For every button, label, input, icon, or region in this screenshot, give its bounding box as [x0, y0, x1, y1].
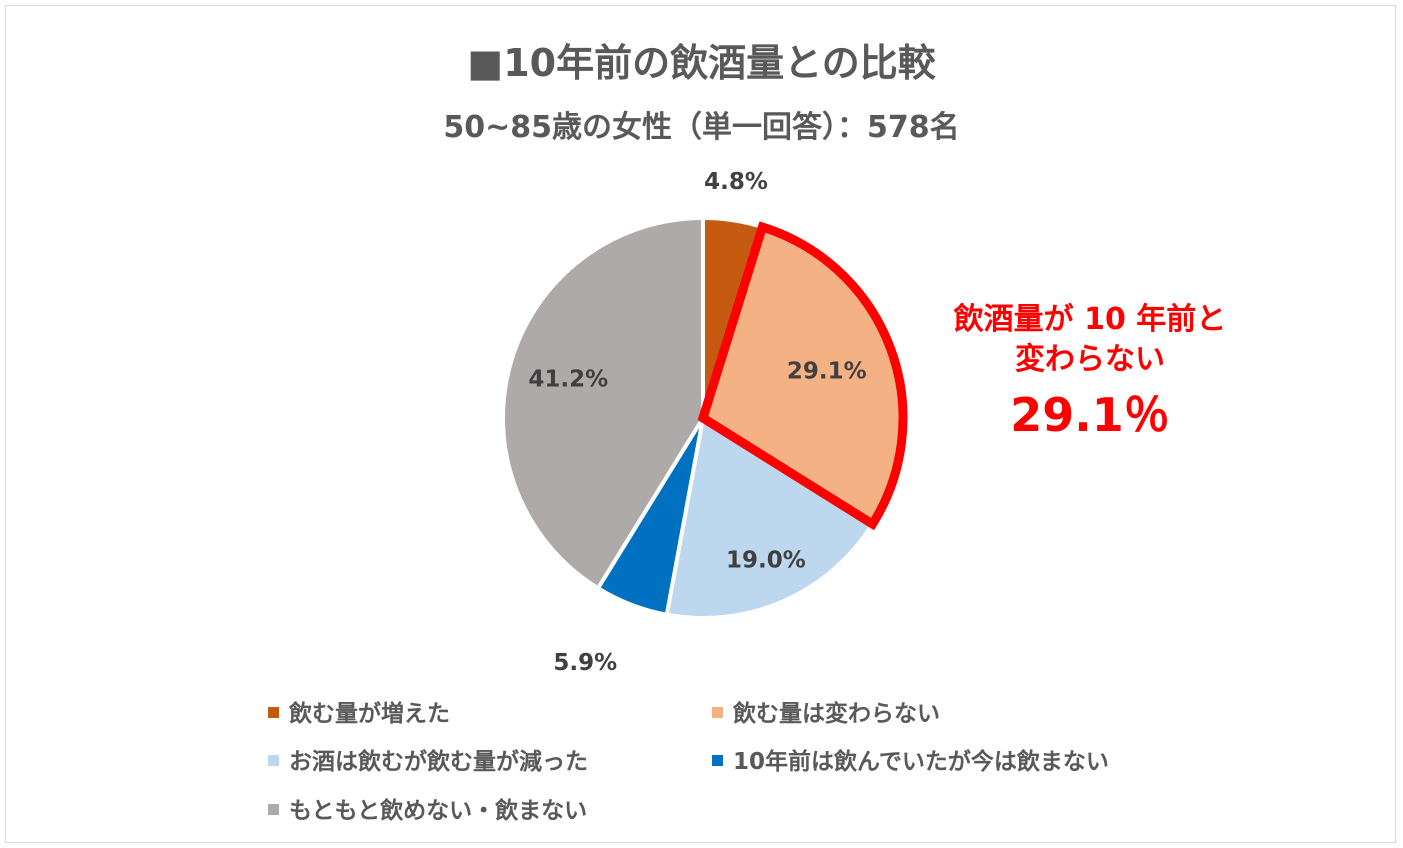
pie-slice-5: [501, 215, 705, 591]
callout-line-2: 変わらない: [1015, 342, 1165, 377]
legend-item-5: もともと飲めない・飲まない: [268, 791, 587, 825]
legend-label: 飲む量は変わらない: [733, 701, 940, 727]
highlight-outline: [697, 221, 908, 531]
pie-slice-labels: 4.8% 29.1% 19.0% 5.9% 41.2%: [528, 169, 866, 676]
legend-swatch: [712, 707, 723, 718]
legend-item-1: 飲む量が増えた: [268, 694, 450, 728]
legend-label: もともと飲めない・飲まない: [289, 798, 588, 824]
legend-item-2: 飲む量は変わらない: [712, 694, 940, 728]
legend-item-3: お酒は飲むが飲む量が減った: [268, 742, 588, 776]
highlight-callout: 飲酒量が 10 年前と 変わらない 29.1％: [930, 300, 1250, 446]
pie-slice-label-1: 4.8%: [704, 169, 768, 195]
legend-swatch: [268, 804, 279, 815]
callout-line-1: 飲酒量が 10 年前と: [953, 302, 1227, 337]
legend-swatch: [712, 755, 723, 766]
callout-value: 29.1％: [1010, 388, 1170, 442]
legend-swatch: [268, 755, 279, 766]
pie-slices: [501, 215, 908, 620]
pie-slice-label-3: 19.0%: [726, 547, 806, 573]
legend-swatch: [268, 707, 279, 718]
legend-label: お酒は飲むが飲む量が減った: [289, 749, 588, 775]
chart-title: ■10年前の飲酒量との比較: [467, 41, 936, 85]
chart-frame: [5, 5, 1396, 843]
legend-label: 10年前は飲んでいたが今は飲まない: [733, 749, 1109, 775]
pie-slice-label-2: 29.1%: [787, 359, 867, 385]
pie-slice-label-4: 5.9%: [553, 650, 617, 676]
legend-item-4: 10年前は飲んでいたが今は飲まない: [712, 742, 1109, 776]
legend-label: 飲む量が増えた: [289, 701, 450, 727]
pie-slice-3: [664, 414, 876, 620]
chart-subtitle: 50~85歳の女性（単一回答）：578名: [443, 110, 960, 145]
pie-slice-label-5: 41.2%: [528, 366, 608, 392]
